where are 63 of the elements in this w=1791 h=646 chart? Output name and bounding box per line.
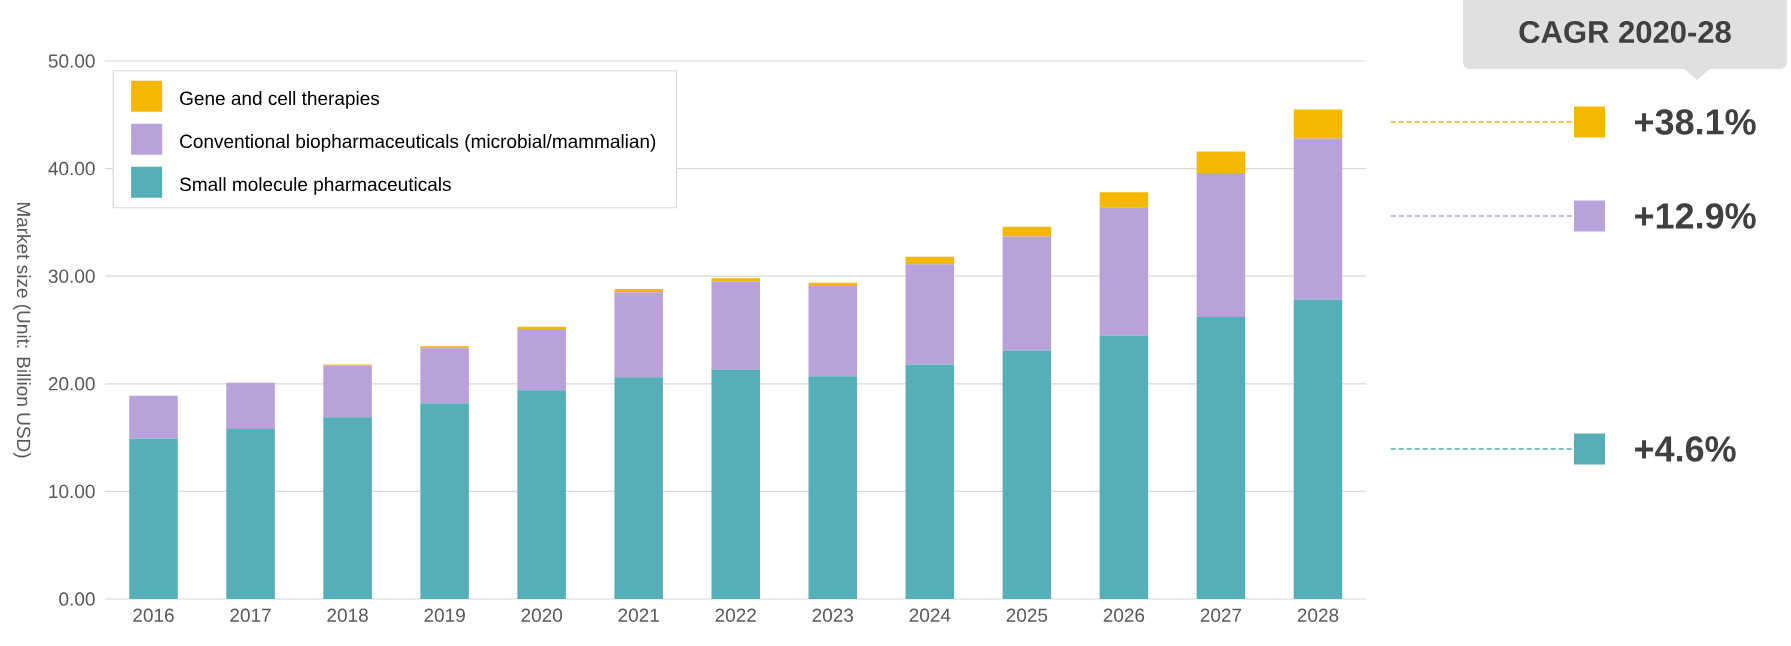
x-tick-label: 2027 — [1200, 608, 1242, 622]
bar — [614, 292, 663, 378]
x-tick-label: 2022 — [715, 608, 756, 622]
bar — [1293, 138, 1343, 300]
bar — [1293, 299, 1343, 599]
bar — [420, 346, 469, 349]
bar — [420, 348, 469, 404]
x-tick-label: 2019 — [424, 608, 465, 622]
bar — [420, 403, 469, 599]
y-tick-label: 50.00 — [48, 54, 95, 68]
bar — [1099, 335, 1149, 599]
legend-label: Small molecule pharmaceuticals — [180, 177, 451, 195]
bar — [517, 390, 566, 599]
bar — [1196, 172, 1246, 318]
bar — [905, 264, 955, 365]
y-axis-title: Market size (Unit: Billion USD) — [13, 202, 31, 458]
bar — [323, 417, 372, 599]
x-tick-label: 2021 — [618, 608, 659, 622]
y-tick-label: 30.00 — [48, 269, 95, 283]
x-tick-label: 2026 — [1103, 608, 1145, 622]
bar — [517, 328, 566, 391]
bar — [808, 282, 858, 286]
bar — [711, 278, 760, 282]
bar — [905, 256, 955, 265]
bar — [711, 281, 760, 370]
bar — [1099, 207, 1149, 336]
y-tick-label: 0.00 — [59, 592, 95, 606]
legend-label: Conventional biopharmaceuticals (microbial/mammalian) — [180, 134, 656, 152]
bar — [1196, 151, 1246, 173]
x-tick-label: 2018 — [327, 608, 368, 622]
bar — [808, 285, 858, 377]
bar — [1002, 236, 1052, 351]
text: +38.1% — [1635, 109, 1756, 135]
bar — [226, 428, 275, 599]
x-tick-label: 2023 — [812, 608, 854, 622]
text: CAGR 2020-28 — [1519, 21, 1731, 43]
y-tick-label: 10.00 — [49, 484, 95, 499]
x-tick-label: 2016 — [133, 608, 174, 622]
bar — [614, 289, 663, 293]
bar — [905, 364, 955, 599]
bar — [226, 382, 275, 429]
x-tick-label: 2024 — [909, 608, 951, 622]
bar — [129, 395, 178, 439]
x-tick-label: 2025 — [1006, 608, 1048, 622]
bar — [808, 376, 858, 599]
bar — [711, 369, 760, 599]
bar — [323, 365, 372, 418]
bar — [517, 326, 566, 329]
bar — [1196, 317, 1246, 599]
y-tick-label: 40.00 — [48, 161, 95, 176]
legend-label: Gene and cell therapies — [180, 91, 380, 109]
text: +12.9% — [1635, 203, 1756, 229]
bar — [614, 377, 663, 599]
bar — [1002, 226, 1052, 237]
x-tick-label: 2020 — [521, 608, 563, 622]
x-tick-label: 2017 — [230, 608, 271, 622]
x-tick-label: 2028 — [1297, 608, 1339, 622]
text: +4.6% — [1635, 436, 1736, 462]
bar — [1002, 350, 1052, 599]
bar — [129, 438, 178, 599]
bar — [1293, 109, 1343, 139]
y-tick-label: 20.00 — [48, 377, 95, 391]
bar — [1099, 192, 1149, 208]
